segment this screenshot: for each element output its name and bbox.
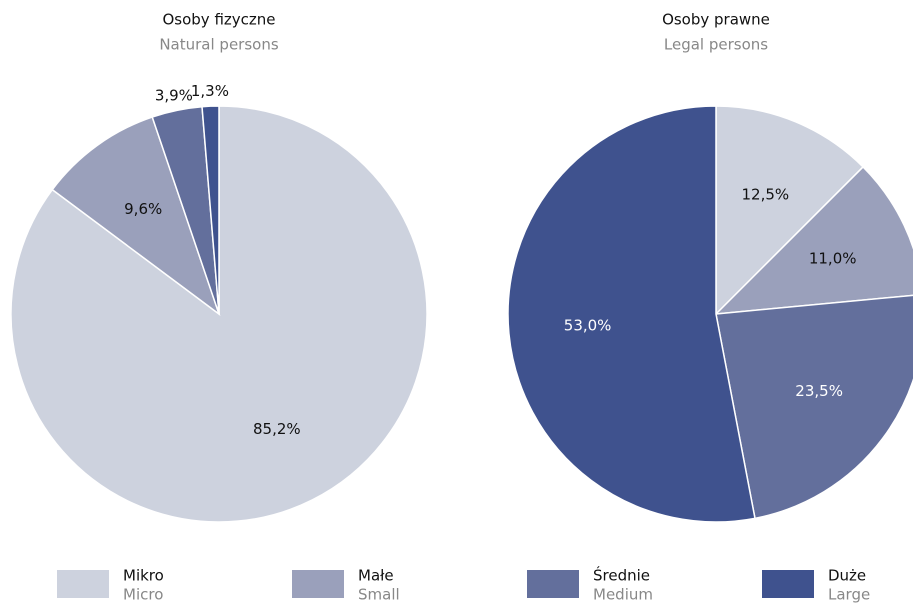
legend-swatch (57, 570, 109, 598)
value-label: 1,3% (191, 82, 229, 100)
pie-slice (51, 116, 221, 317)
legend-swatch (762, 570, 814, 598)
legend-sublabel: Medium (593, 586, 653, 604)
value-label: 53,0% (564, 317, 612, 335)
value-label: 85,2% (253, 420, 301, 438)
legend-label: Duże (828, 567, 866, 585)
value-label: 11,0% (809, 250, 857, 268)
value-label: 23,5% (795, 382, 843, 400)
value-label: 3,9% (155, 87, 193, 105)
legend-label: Małe (358, 567, 394, 585)
pie-slice (10, 105, 428, 523)
legend-sublabel: Small (358, 586, 400, 604)
chart-title: Osoby prawne (662, 11, 770, 29)
pie-slice (507, 105, 756, 523)
legend-sublabel: Large (828, 586, 870, 604)
pie-slice (201, 105, 220, 315)
pie-slice (715, 294, 913, 520)
value-label: 12,5% (742, 185, 790, 203)
legend-swatch (527, 570, 579, 598)
chart-title: Osoby fizyczne (162, 11, 275, 29)
legend-label: Średnie (593, 566, 650, 585)
legend-sublabel: Micro (123, 586, 163, 604)
legend-swatch (292, 570, 344, 598)
legend-label: Mikro (123, 567, 164, 585)
value-label: 9,6% (124, 200, 162, 218)
pie-slice (715, 105, 865, 316)
chart-subtitle: Natural persons (159, 36, 279, 54)
chart-subtitle: Legal persons (664, 36, 768, 54)
pie-slice (713, 165, 913, 315)
